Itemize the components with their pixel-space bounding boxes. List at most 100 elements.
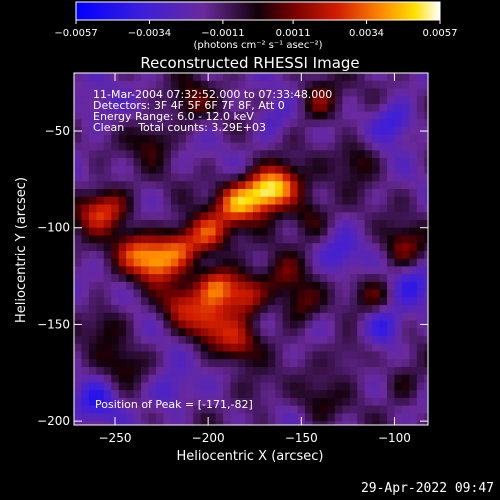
heatmap-cell	[245, 181, 254, 190]
heatmap-cell	[208, 219, 217, 229]
heatmap-cell	[141, 274, 150, 283]
heatmap-cell	[424, 258, 428, 268]
heatmap-cell	[74, 196, 83, 206]
heatmap-cell	[118, 374, 127, 384]
heatmap-cell	[223, 158, 232, 167]
heatmap-cell	[148, 336, 157, 345]
heatmap-cell	[424, 88, 428, 97]
heatmap-cell	[416, 119, 425, 128]
heatmap-cell	[401, 312, 410, 322]
heatmap-cell	[81, 359, 90, 368]
heatmap-cell	[432, 328, 440, 336]
heatmap-cell	[424, 374, 428, 384]
heatmap-cell	[81, 274, 90, 283]
heatmap-cell	[290, 336, 299, 345]
heatmap-cell	[372, 96, 381, 105]
heatmap-cell	[424, 150, 428, 159]
heatmap-cell	[312, 390, 321, 399]
heatmap-cell	[401, 250, 410, 260]
heatmap-cell	[126, 219, 135, 229]
heatmap-cell	[319, 351, 328, 360]
heatmap-cell	[237, 250, 247, 260]
heatmap-cell	[297, 250, 306, 260]
chart-title: Reconstructed RHESSI Image	[140, 54, 359, 72]
heatmap-cell	[282, 281, 291, 291]
heatmap-cell	[133, 142, 142, 151]
heatmap-cell	[387, 103, 396, 113]
heatmap-cell	[252, 281, 261, 291]
heatmap-cell	[208, 266, 217, 275]
heatmap-cell	[223, 103, 232, 113]
heatmap-cell	[96, 88, 105, 97]
heatmap-cell	[334, 158, 343, 167]
heatmap-cell	[200, 196, 209, 206]
heatmap-cell	[312, 397, 321, 407]
heatmap-cell	[88, 204, 97, 213]
heatmap-cell	[305, 73, 314, 82]
heatmap-cell	[193, 134, 202, 144]
heatmap-cell	[379, 397, 388, 407]
heatmap-cell	[170, 243, 179, 252]
heatmap-cell	[200, 390, 209, 399]
heatmap-cell	[126, 150, 135, 159]
heatmap-cell	[409, 297, 418, 306]
heatmap-cell	[401, 158, 410, 167]
heatmap-cell	[155, 111, 165, 121]
heatmap-cell	[118, 413, 127, 422]
heatmap-cell	[215, 158, 224, 167]
heatmap-cell	[282, 227, 291, 237]
heatmap-cell	[349, 196, 358, 206]
heatmap-cell	[432, 421, 440, 429]
heatmap-cell	[141, 328, 150, 337]
heatmap-cell	[103, 359, 112, 368]
heatmap-cell	[327, 189, 336, 198]
heatmap-cell	[237, 274, 247, 283]
heatmap-cell	[170, 328, 179, 337]
heatmap-cell	[155, 73, 165, 82]
heatmap-cell	[401, 243, 410, 252]
heatmap-cell	[126, 343, 135, 353]
y-axis-label: Heliocentric Y (arcsec)	[14, 177, 29, 323]
heatmap-cell	[379, 297, 388, 306]
heatmap-cell	[364, 127, 373, 136]
heatmap-cell	[178, 80, 187, 90]
heatmap-cell	[118, 366, 127, 376]
heatmap-cell	[260, 289, 269, 298]
heatmap-cell	[364, 413, 373, 422]
heatmap-cell	[126, 134, 135, 144]
heatmap-cell	[141, 103, 150, 113]
heatmap-cell	[81, 328, 90, 337]
heatmap-cell	[148, 250, 157, 260]
heatmap-cell	[126, 258, 135, 268]
heatmap-cell	[215, 189, 224, 198]
heatmap-cell	[208, 343, 217, 353]
heatmap-cell	[297, 227, 306, 237]
heatmap-cell	[349, 390, 358, 399]
heatmap-cell	[349, 374, 358, 384]
heatmap-cell	[223, 111, 232, 121]
heatmap-cell	[357, 351, 366, 360]
heatmap-cell	[237, 312, 247, 322]
heatmap-cell	[223, 343, 232, 353]
heatmap-cell	[364, 390, 373, 399]
x-tick-label: −250	[99, 431, 132, 445]
heatmap-cell	[111, 227, 120, 237]
heatmap-cell	[245, 96, 254, 105]
heatmap-cell	[379, 266, 388, 275]
heatmap-cell	[193, 235, 202, 244]
heatmap-cell	[394, 359, 403, 368]
heatmap-cell	[230, 312, 239, 322]
annotation-energy: Energy Range: 6.0 - 12.0 keV	[93, 110, 254, 123]
heatmap-cell	[245, 227, 254, 237]
heatmap-cell	[96, 351, 105, 360]
heatmap-cell	[245, 165, 254, 175]
x-tick-label: −150	[285, 431, 318, 445]
heatmap-cell	[111, 320, 120, 329]
heatmap-cell	[141, 119, 150, 128]
heatmap-cell	[96, 227, 105, 237]
heatmap-cell	[290, 227, 299, 237]
heatmap-cell	[342, 127, 351, 136]
heatmap-cell	[401, 119, 410, 128]
heatmap-cell	[200, 173, 209, 182]
heatmap-cell	[163, 142, 172, 151]
